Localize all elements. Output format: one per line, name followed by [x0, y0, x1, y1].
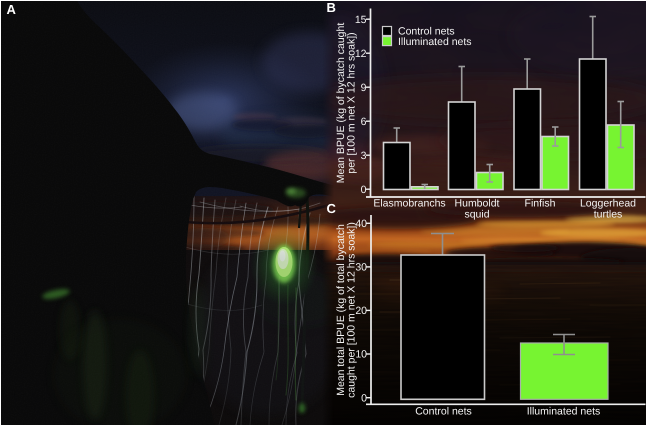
svg-text:0: 0 — [361, 392, 367, 404]
svg-text:Illuminated nets: Illuminated nets — [398, 36, 472, 48]
svg-text:9: 9 — [361, 82, 367, 94]
svg-text:squid: squid — [464, 209, 489, 221]
svg-text:Loggerhead: Loggerhead — [580, 198, 636, 210]
svg-text:per [100 m net X 12 hrs soak]): per [100 m net X 12 hrs soak]) — [345, 32, 357, 173]
svg-text:6: 6 — [361, 116, 367, 128]
svg-text:0: 0 — [361, 184, 367, 196]
svg-text:C: C — [327, 201, 337, 216]
svg-text:3: 3 — [361, 150, 367, 162]
svg-text:turtles: turtles — [594, 209, 623, 221]
svg-text:B: B — [327, 0, 336, 15]
svg-text:caught per [100 m net X 12 hrs: caught per [100 m net X 12 hrs soak]) — [345, 222, 357, 398]
svg-text:Elasmobranchs: Elasmobranchs — [373, 198, 445, 210]
svg-text:20: 20 — [355, 305, 367, 317]
svg-text:Mean total BPUE (kg of total b: Mean total BPUE (kg of total bycatch — [335, 224, 347, 396]
svg-text:30: 30 — [355, 262, 367, 274]
svg-text:Humboldt: Humboldt — [455, 198, 500, 210]
svg-text:40: 40 — [355, 218, 367, 230]
svg-text:Mean BPUE (kg of bycatch caugh: Mean BPUE (kg of bycatch caught — [335, 23, 347, 184]
svg-text:Control nets: Control nets — [398, 26, 455, 38]
svg-text:12: 12 — [355, 48, 367, 60]
svg-text:Finfish: Finfish — [525, 198, 556, 210]
svg-text:Illuminated nets: Illuminated nets — [527, 406, 601, 418]
svg-text:A: A — [7, 2, 17, 17]
svg-text:10: 10 — [355, 349, 367, 361]
svg-text:15: 15 — [355, 14, 367, 26]
svg-text:Control nets: Control nets — [415, 406, 472, 418]
